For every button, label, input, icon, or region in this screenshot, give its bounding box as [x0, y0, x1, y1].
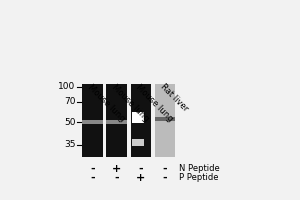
- Text: Mouse lung: Mouse lung: [110, 83, 151, 123]
- Bar: [151, 84, 154, 157]
- Text: -: -: [90, 173, 95, 183]
- Text: Rat liver: Rat liver: [158, 83, 190, 114]
- Bar: [82, 120, 103, 124]
- Text: 35: 35: [64, 140, 76, 149]
- Bar: [106, 84, 127, 157]
- Bar: [132, 112, 145, 123]
- Bar: [127, 84, 130, 157]
- Bar: [103, 84, 106, 157]
- Text: 100: 100: [58, 82, 76, 91]
- Text: 50: 50: [64, 118, 76, 127]
- Bar: [106, 120, 127, 124]
- Bar: [132, 139, 145, 146]
- Text: N Peptide: N Peptide: [179, 164, 220, 173]
- Text: 70: 70: [64, 97, 76, 106]
- Bar: [154, 117, 175, 121]
- Text: -: -: [90, 164, 95, 174]
- Text: -: -: [162, 173, 167, 183]
- Text: Mouse lung: Mouse lung: [86, 83, 127, 123]
- Text: -: -: [114, 173, 119, 183]
- Bar: [82, 84, 103, 157]
- Text: +: +: [112, 164, 121, 174]
- Bar: [154, 84, 175, 157]
- Text: -: -: [138, 164, 143, 174]
- Text: P Peptide: P Peptide: [179, 173, 219, 182]
- Text: -: -: [162, 164, 167, 174]
- Text: +: +: [136, 173, 145, 183]
- Bar: [130, 84, 151, 157]
- Text: Mouse lung: Mouse lung: [134, 83, 175, 123]
